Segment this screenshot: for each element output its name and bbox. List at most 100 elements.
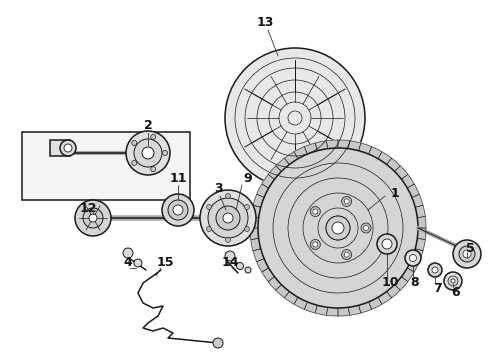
Circle shape — [216, 206, 240, 230]
Polygon shape — [304, 302, 318, 313]
Circle shape — [310, 239, 320, 249]
Text: 12: 12 — [79, 202, 97, 215]
Circle shape — [432, 267, 438, 273]
Polygon shape — [359, 302, 372, 313]
Circle shape — [364, 225, 368, 230]
Circle shape — [223, 213, 233, 223]
Text: 10: 10 — [381, 276, 399, 289]
Circle shape — [134, 259, 142, 267]
Polygon shape — [268, 277, 281, 290]
Circle shape — [451, 279, 455, 283]
Polygon shape — [257, 258, 269, 272]
Circle shape — [225, 194, 230, 198]
Polygon shape — [412, 194, 423, 207]
Circle shape — [89, 214, 97, 222]
Circle shape — [313, 209, 318, 214]
Circle shape — [361, 223, 371, 233]
Polygon shape — [326, 307, 338, 316]
Circle shape — [132, 140, 137, 145]
Polygon shape — [276, 158, 289, 171]
Circle shape — [428, 263, 442, 277]
Circle shape — [332, 222, 344, 234]
Circle shape — [134, 139, 162, 167]
Circle shape — [410, 255, 416, 261]
Circle shape — [459, 246, 475, 262]
Polygon shape — [378, 292, 392, 304]
Polygon shape — [348, 141, 361, 151]
Circle shape — [60, 140, 76, 156]
Text: 8: 8 — [411, 276, 419, 289]
Polygon shape — [387, 158, 400, 171]
Circle shape — [75, 200, 111, 236]
Text: 5: 5 — [466, 242, 474, 255]
Polygon shape — [417, 228, 426, 239]
Circle shape — [225, 251, 235, 261]
Circle shape — [258, 148, 418, 308]
Polygon shape — [359, 143, 372, 154]
Circle shape — [245, 204, 249, 210]
Polygon shape — [394, 166, 408, 179]
Circle shape — [168, 200, 188, 220]
Circle shape — [213, 338, 223, 348]
Circle shape — [453, 240, 481, 268]
Circle shape — [64, 144, 72, 152]
Polygon shape — [368, 147, 382, 159]
Circle shape — [245, 226, 249, 231]
Text: 2: 2 — [144, 118, 152, 131]
Polygon shape — [284, 292, 298, 304]
Circle shape — [405, 250, 421, 266]
Circle shape — [448, 276, 458, 286]
Polygon shape — [401, 268, 414, 282]
Circle shape — [142, 147, 154, 159]
Polygon shape — [276, 284, 289, 298]
Text: 9: 9 — [244, 171, 252, 185]
Text: 1: 1 — [391, 186, 399, 199]
Polygon shape — [338, 140, 349, 149]
Text: 7: 7 — [433, 282, 441, 294]
Circle shape — [83, 208, 103, 228]
Circle shape — [132, 161, 137, 166]
Polygon shape — [250, 216, 259, 228]
Polygon shape — [257, 184, 269, 197]
Polygon shape — [262, 175, 274, 188]
Polygon shape — [407, 258, 419, 272]
Polygon shape — [251, 238, 261, 251]
Text: 6: 6 — [452, 287, 460, 300]
Circle shape — [206, 226, 212, 231]
Circle shape — [200, 190, 256, 246]
Polygon shape — [326, 140, 338, 149]
Circle shape — [208, 198, 248, 238]
Circle shape — [225, 48, 365, 188]
Circle shape — [173, 205, 183, 215]
Circle shape — [206, 204, 212, 210]
Polygon shape — [378, 152, 392, 165]
Text: 13: 13 — [256, 15, 274, 28]
Circle shape — [126, 131, 170, 175]
Circle shape — [162, 194, 194, 226]
Polygon shape — [253, 249, 264, 262]
Circle shape — [326, 216, 350, 240]
Polygon shape — [338, 307, 349, 316]
Circle shape — [123, 248, 133, 258]
Circle shape — [310, 207, 320, 217]
Circle shape — [237, 262, 244, 270]
Polygon shape — [304, 143, 318, 154]
Polygon shape — [315, 305, 327, 315]
Polygon shape — [407, 184, 419, 197]
Circle shape — [382, 239, 392, 249]
Polygon shape — [415, 205, 425, 217]
Polygon shape — [268, 166, 281, 179]
Polygon shape — [262, 268, 274, 282]
Polygon shape — [250, 228, 259, 239]
Polygon shape — [251, 205, 261, 217]
Polygon shape — [394, 277, 408, 290]
Polygon shape — [368, 297, 382, 309]
Circle shape — [377, 234, 397, 254]
Bar — [50, 140, 70, 156]
Polygon shape — [315, 141, 327, 151]
Circle shape — [344, 199, 349, 204]
Polygon shape — [417, 216, 426, 228]
Circle shape — [444, 272, 462, 290]
Circle shape — [225, 238, 230, 243]
Polygon shape — [412, 249, 423, 262]
